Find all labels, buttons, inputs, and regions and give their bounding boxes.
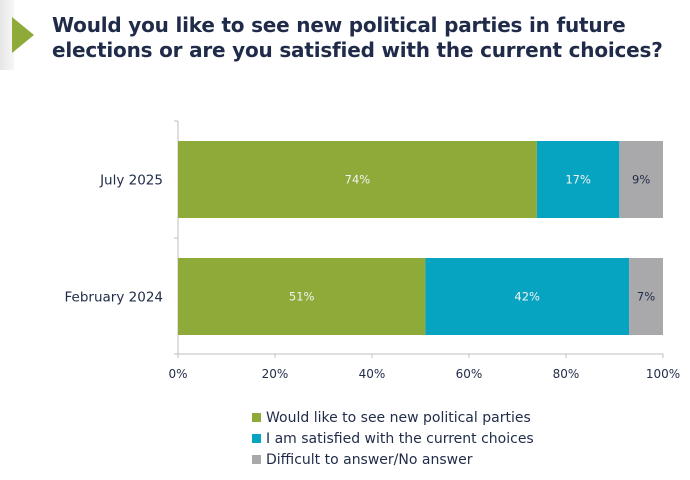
- data-label: 42%: [514, 290, 540, 304]
- legend-swatch: [252, 434, 261, 443]
- legend-swatch: [252, 413, 261, 422]
- title-line-1: Would you like to see new political part…: [52, 13, 626, 37]
- x-tick-label: 80%: [553, 367, 580, 381]
- data-label: 7%: [637, 290, 655, 304]
- header-accent-shape: [0, 0, 14, 70]
- chart-title: Would you like to see new political part…: [52, 13, 682, 63]
- x-tick-label: 100%: [646, 367, 680, 381]
- legend-label: Would like to see new political parties: [266, 409, 531, 426]
- bar-segment: [629, 258, 663, 335]
- legend-item: Would like to see new political parties: [252, 407, 534, 428]
- data-label: 17%: [565, 173, 591, 187]
- bar-segment: [536, 141, 620, 218]
- legend: Would like to see new political parties I…: [252, 407, 534, 470]
- bar-segment: [178, 141, 537, 218]
- legend-label: I am satisfied with the current choices: [266, 430, 534, 447]
- x-tick-label: 20%: [262, 367, 289, 381]
- legend-label: Difficult to answer/No answer: [266, 451, 473, 468]
- bar-segment: [619, 141, 663, 218]
- data-label: 74%: [345, 173, 371, 187]
- category-label: February 2024: [65, 290, 163, 306]
- legend-item: I am satisfied with the current choices: [252, 428, 534, 449]
- x-tick-label: 60%: [456, 367, 483, 381]
- bar-segment: [178, 258, 426, 335]
- triangle-arrow-icon: [12, 17, 34, 53]
- legend-item: Difficult to answer/No answer: [252, 449, 534, 470]
- x-tick-label: 40%: [359, 367, 386, 381]
- data-label: 9%: [632, 173, 650, 187]
- category-label: July 2025: [99, 173, 163, 189]
- data-label: 51%: [289, 290, 315, 304]
- x-tick-label: 0%: [168, 367, 187, 381]
- title-line-2: elections or are you satisfied with the …: [52, 38, 663, 62]
- legend-swatch: [252, 455, 261, 464]
- bar-segment: [425, 258, 630, 335]
